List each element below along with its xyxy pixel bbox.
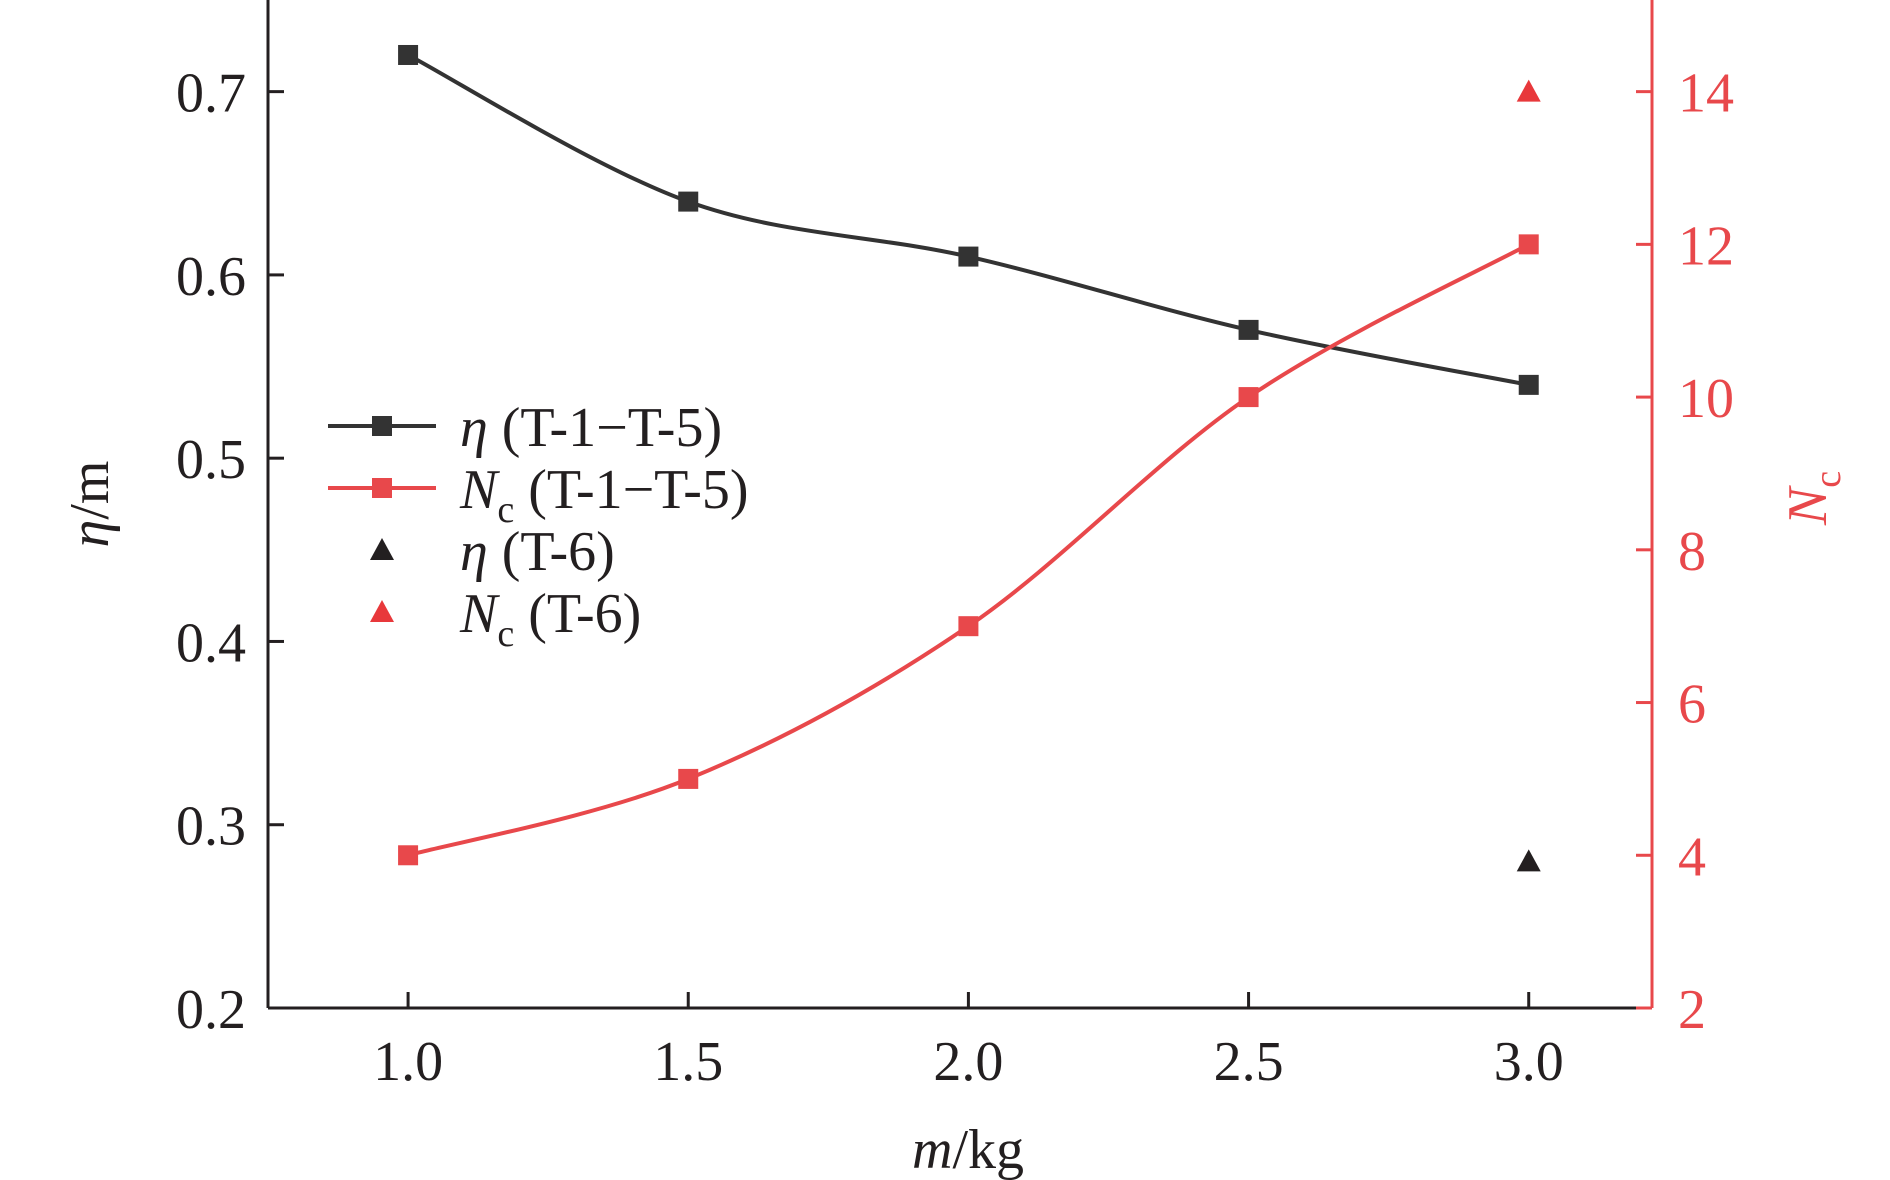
legend-label: Nc (T-6) xyxy=(459,583,641,655)
series-line xyxy=(407,53,1530,387)
x-tick-label: 1.0 xyxy=(373,1031,443,1093)
left-y-axis-label: η/m xyxy=(59,461,121,548)
x-tick-label: 2.0 xyxy=(933,1031,1003,1093)
legend-label-text: (T-1−T-5) xyxy=(514,459,748,521)
data-point xyxy=(1516,79,1541,102)
right-y-tick-label: 2 xyxy=(1678,979,1706,1041)
left-y-tick-label: 0.5 xyxy=(176,429,246,491)
legend: η (T-1−T-5)Nc (T-1−T-5)η (T-6)Nc (T-6) xyxy=(328,397,749,655)
data-point xyxy=(398,845,419,866)
legend-label: Nc (T-1−T-5) xyxy=(459,459,749,531)
data-point xyxy=(958,616,979,637)
data-point xyxy=(398,44,419,65)
data-point xyxy=(1518,374,1539,395)
legend-label-text: (T-6) xyxy=(514,583,641,645)
data-point xyxy=(958,246,979,267)
x-tick-label: 1.5 xyxy=(653,1031,723,1093)
legend-marker xyxy=(370,600,394,622)
legend-label-var: η xyxy=(460,397,488,459)
x-axis-label-var: m xyxy=(912,1119,952,1180)
x-tick-label: 3.0 xyxy=(1494,1031,1564,1093)
legend-label-sub: c xyxy=(497,613,514,655)
data-point xyxy=(1518,234,1539,255)
series-1 xyxy=(398,234,1539,866)
right-y-tick-label: 4 xyxy=(1678,826,1706,888)
legend-marker xyxy=(372,416,392,436)
left-y-tick-label: 0.2 xyxy=(176,979,246,1041)
legend-label: η (T-6) xyxy=(460,521,615,583)
data-point xyxy=(1238,319,1259,340)
series-0 xyxy=(398,44,1539,395)
legend-label-var: N xyxy=(459,459,500,521)
legend-item: η (T-1−T-5) xyxy=(328,397,722,459)
legend-marker xyxy=(372,478,392,498)
left-y-tick-label: 0.4 xyxy=(176,612,246,674)
right-y-tick-label: 14 xyxy=(1678,63,1734,125)
left-y-axis-label-unit: /m xyxy=(59,461,121,520)
data-point xyxy=(1238,387,1259,408)
legend-label-var: η xyxy=(460,521,488,583)
legend-marker xyxy=(370,538,394,560)
data-point xyxy=(678,768,699,789)
plot-area xyxy=(398,44,1541,872)
right-y-axis-label: Nc xyxy=(1777,471,1849,526)
legend-item: Nc (T-6) xyxy=(370,583,641,655)
legend-label-text: (T-1−T-5) xyxy=(488,397,722,459)
left-y-tick-label: 0.6 xyxy=(176,246,246,308)
right-y-axis-label-var: N xyxy=(1777,485,1839,526)
right-y-tick-label: 10 xyxy=(1678,368,1734,430)
legend-label: η (T-1−T-5) xyxy=(460,397,722,459)
legend-label-text: (T-6) xyxy=(488,521,615,583)
right-y-tick-label: 12 xyxy=(1678,215,1734,277)
axes: 1.0 1.5 2.0 2.5 3.0 0.2 0.3 0.4 0.5 0.6 0.7 2 4 6 8 10 1… xyxy=(59,0,1849,1180)
x-tick-label: 2.5 xyxy=(1214,1031,1284,1093)
left-y-tick-label: 0.3 xyxy=(176,796,246,858)
data-point xyxy=(678,191,699,212)
left-y-axis-label-var: η xyxy=(59,520,121,548)
right-y-tick-label: 6 xyxy=(1678,674,1706,736)
series-2 xyxy=(1516,849,1541,872)
right-y-axis-label-sub: c xyxy=(1807,471,1849,488)
legend-label-var: N xyxy=(459,583,500,645)
data-point xyxy=(1516,849,1541,872)
series-3 xyxy=(1516,79,1541,102)
x-axis-label-unit: /kg xyxy=(952,1119,1024,1180)
legend-label-sub: c xyxy=(497,489,514,531)
left-y-tick-label: 0.7 xyxy=(176,63,246,125)
legend-item: Nc (T-1−T-5) xyxy=(328,459,749,531)
legend-item: η (T-6) xyxy=(370,521,615,583)
right-y-tick-label: 8 xyxy=(1678,521,1706,583)
x-axis-label: m/kg xyxy=(912,1119,1024,1180)
